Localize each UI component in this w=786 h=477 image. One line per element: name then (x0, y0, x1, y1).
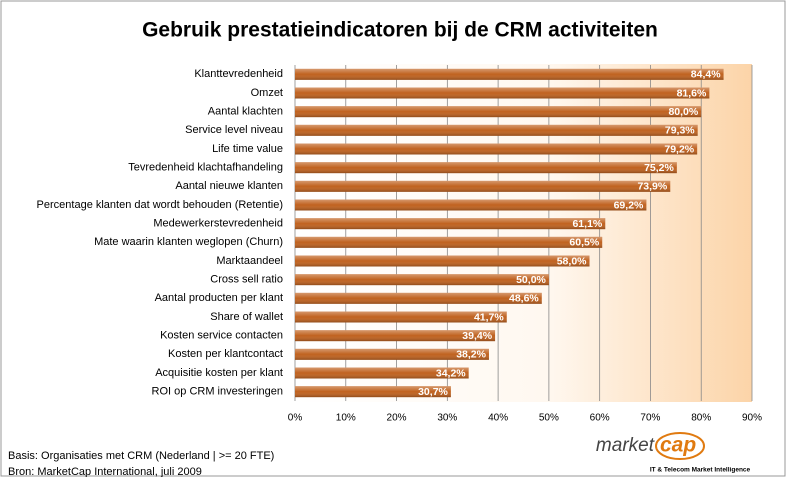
x-tick-label: 10% (336, 413, 356, 424)
logo-ring (655, 432, 705, 460)
logo-word: market (596, 435, 655, 456)
value-label: 58,0% (557, 255, 587, 267)
y-tick-label: Kosten per klantcontact (168, 348, 283, 360)
x-tick-label: 60% (590, 413, 610, 424)
bar-shine (295, 87, 710, 99)
logo-tagline: IT & Telecom Market Intelligence (650, 467, 751, 474)
bar-shine (295, 106, 702, 118)
bar-shine (295, 236, 603, 248)
bar-shine (295, 68, 724, 80)
y-tick-label: Marktaandeel (216, 255, 283, 267)
y-tick-label: Aantal nieuwe klanten (175, 180, 283, 192)
x-tick-label: 80% (691, 413, 711, 424)
y-tick-label: Omzet (251, 87, 283, 99)
value-label: 48,6% (509, 293, 539, 305)
bar-shine (295, 386, 451, 398)
bar-shine (295, 218, 606, 230)
value-label: 80,0% (668, 106, 698, 118)
x-tick-label: 20% (387, 413, 407, 424)
bar-shine (295, 255, 590, 267)
value-label: 30,7% (418, 386, 448, 398)
note: Basis: Organisaties met CRM (Nederland |… (8, 450, 274, 462)
y-tick-label: Kosten service contacten (160, 330, 283, 342)
value-label: 50,0% (516, 274, 546, 286)
value-label: 39,4% (462, 330, 492, 342)
y-tick-label: Medewerkerstevredenheid (153, 218, 283, 230)
bar-shine (295, 199, 647, 211)
x-tick-label: 70% (640, 413, 660, 424)
y-tick-label: Service level niveau (185, 124, 283, 136)
value-label: 61,1% (572, 218, 602, 230)
value-label: 73,9% (637, 181, 667, 193)
value-label: 79,3% (665, 125, 695, 137)
logo-word: cap (660, 434, 696, 457)
bar-shine (295, 348, 489, 360)
y-tick-label: Tevredenheid klachtafhandeling (128, 162, 283, 174)
value-label: 60,5% (569, 237, 599, 249)
bar-shine (295, 143, 698, 155)
value-label: 84,4% (691, 69, 721, 81)
bar-shine (295, 180, 671, 192)
plot-area (295, 64, 752, 402)
bar-shine (295, 311, 507, 323)
note: Bron: MarketCap International, juli 2009 (8, 466, 202, 477)
x-tick-label: 0% (288, 413, 303, 424)
bar-shine (295, 162, 677, 174)
value-label: 41,7% (474, 311, 504, 323)
y-tick-label: Cross sell ratio (210, 274, 283, 286)
x-tick-label: 90% (742, 413, 762, 424)
value-label: 34,2% (436, 367, 466, 379)
y-tick-label: Life time value (212, 143, 283, 155)
bar-shine (295, 330, 496, 342)
logo: market cap IT & Telecom Market Intellige… (596, 432, 751, 474)
chart-title: Gebruik prestatieindicatoren bij de CRM … (142, 19, 658, 42)
value-label: 38,2% (456, 349, 486, 361)
bar-shine (295, 124, 698, 136)
y-tick-label: Aantal producten per klant (155, 292, 283, 304)
bar-shine (295, 292, 542, 304)
y-tick-label: Share of wallet (210, 311, 283, 323)
bar-shine (295, 367, 469, 379)
y-tick-label: Percentage klanten dat wordt behouden (R… (37, 199, 283, 211)
y-tick-label: Aantal klachten (208, 106, 283, 118)
y-tick-label: Acquisitie kosten per klant (155, 367, 283, 379)
y-tick-label: Mate waarin klanten weglopen (Churn) (94, 236, 283, 248)
value-label: 69,2% (614, 199, 644, 211)
value-label: 75,2% (644, 162, 674, 174)
y-tick-label: Klanttevredenheid (194, 68, 283, 80)
y-tick-label: ROI op CRM investeringen (152, 386, 283, 398)
value-label: 79,2% (664, 143, 694, 155)
x-tick-label: 30% (437, 413, 457, 424)
value-label: 81,6% (677, 87, 707, 99)
x-tick-label: 40% (488, 413, 508, 424)
bar-shine (295, 274, 549, 286)
x-tick-label: 50% (539, 413, 559, 424)
